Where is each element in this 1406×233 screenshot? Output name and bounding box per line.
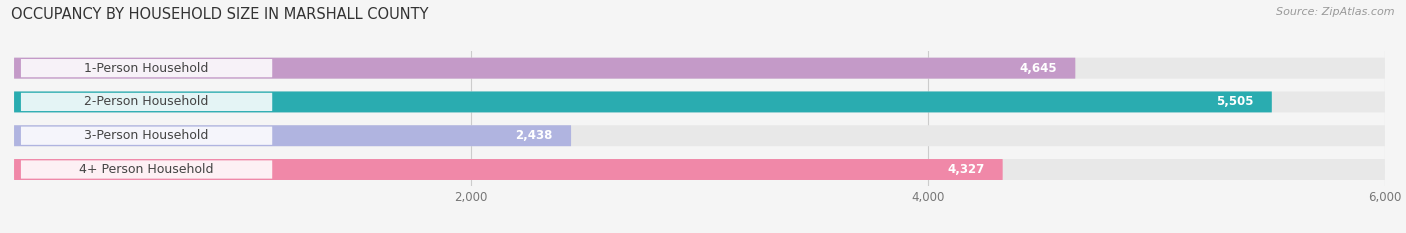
Text: 3-Person Household: 3-Person Household xyxy=(84,129,208,142)
Text: 4,327: 4,327 xyxy=(948,163,984,176)
Text: 4+ Person Household: 4+ Person Household xyxy=(79,163,214,176)
Text: 2,438: 2,438 xyxy=(516,129,553,142)
FancyBboxPatch shape xyxy=(21,59,273,77)
Text: 5,505: 5,505 xyxy=(1216,96,1254,108)
FancyBboxPatch shape xyxy=(14,125,1385,146)
Text: 2-Person Household: 2-Person Household xyxy=(84,96,208,108)
FancyBboxPatch shape xyxy=(14,92,1272,112)
FancyBboxPatch shape xyxy=(14,125,571,146)
Text: 4,645: 4,645 xyxy=(1019,62,1057,75)
FancyBboxPatch shape xyxy=(21,160,273,179)
FancyBboxPatch shape xyxy=(14,58,1385,79)
FancyBboxPatch shape xyxy=(14,92,1385,112)
FancyBboxPatch shape xyxy=(14,159,1385,180)
FancyBboxPatch shape xyxy=(14,159,1002,180)
FancyBboxPatch shape xyxy=(21,127,273,145)
Text: Source: ZipAtlas.com: Source: ZipAtlas.com xyxy=(1277,7,1395,17)
Text: 1-Person Household: 1-Person Household xyxy=(84,62,208,75)
FancyBboxPatch shape xyxy=(14,58,1076,79)
FancyBboxPatch shape xyxy=(21,93,273,111)
Text: OCCUPANCY BY HOUSEHOLD SIZE IN MARSHALL COUNTY: OCCUPANCY BY HOUSEHOLD SIZE IN MARSHALL … xyxy=(11,7,429,22)
